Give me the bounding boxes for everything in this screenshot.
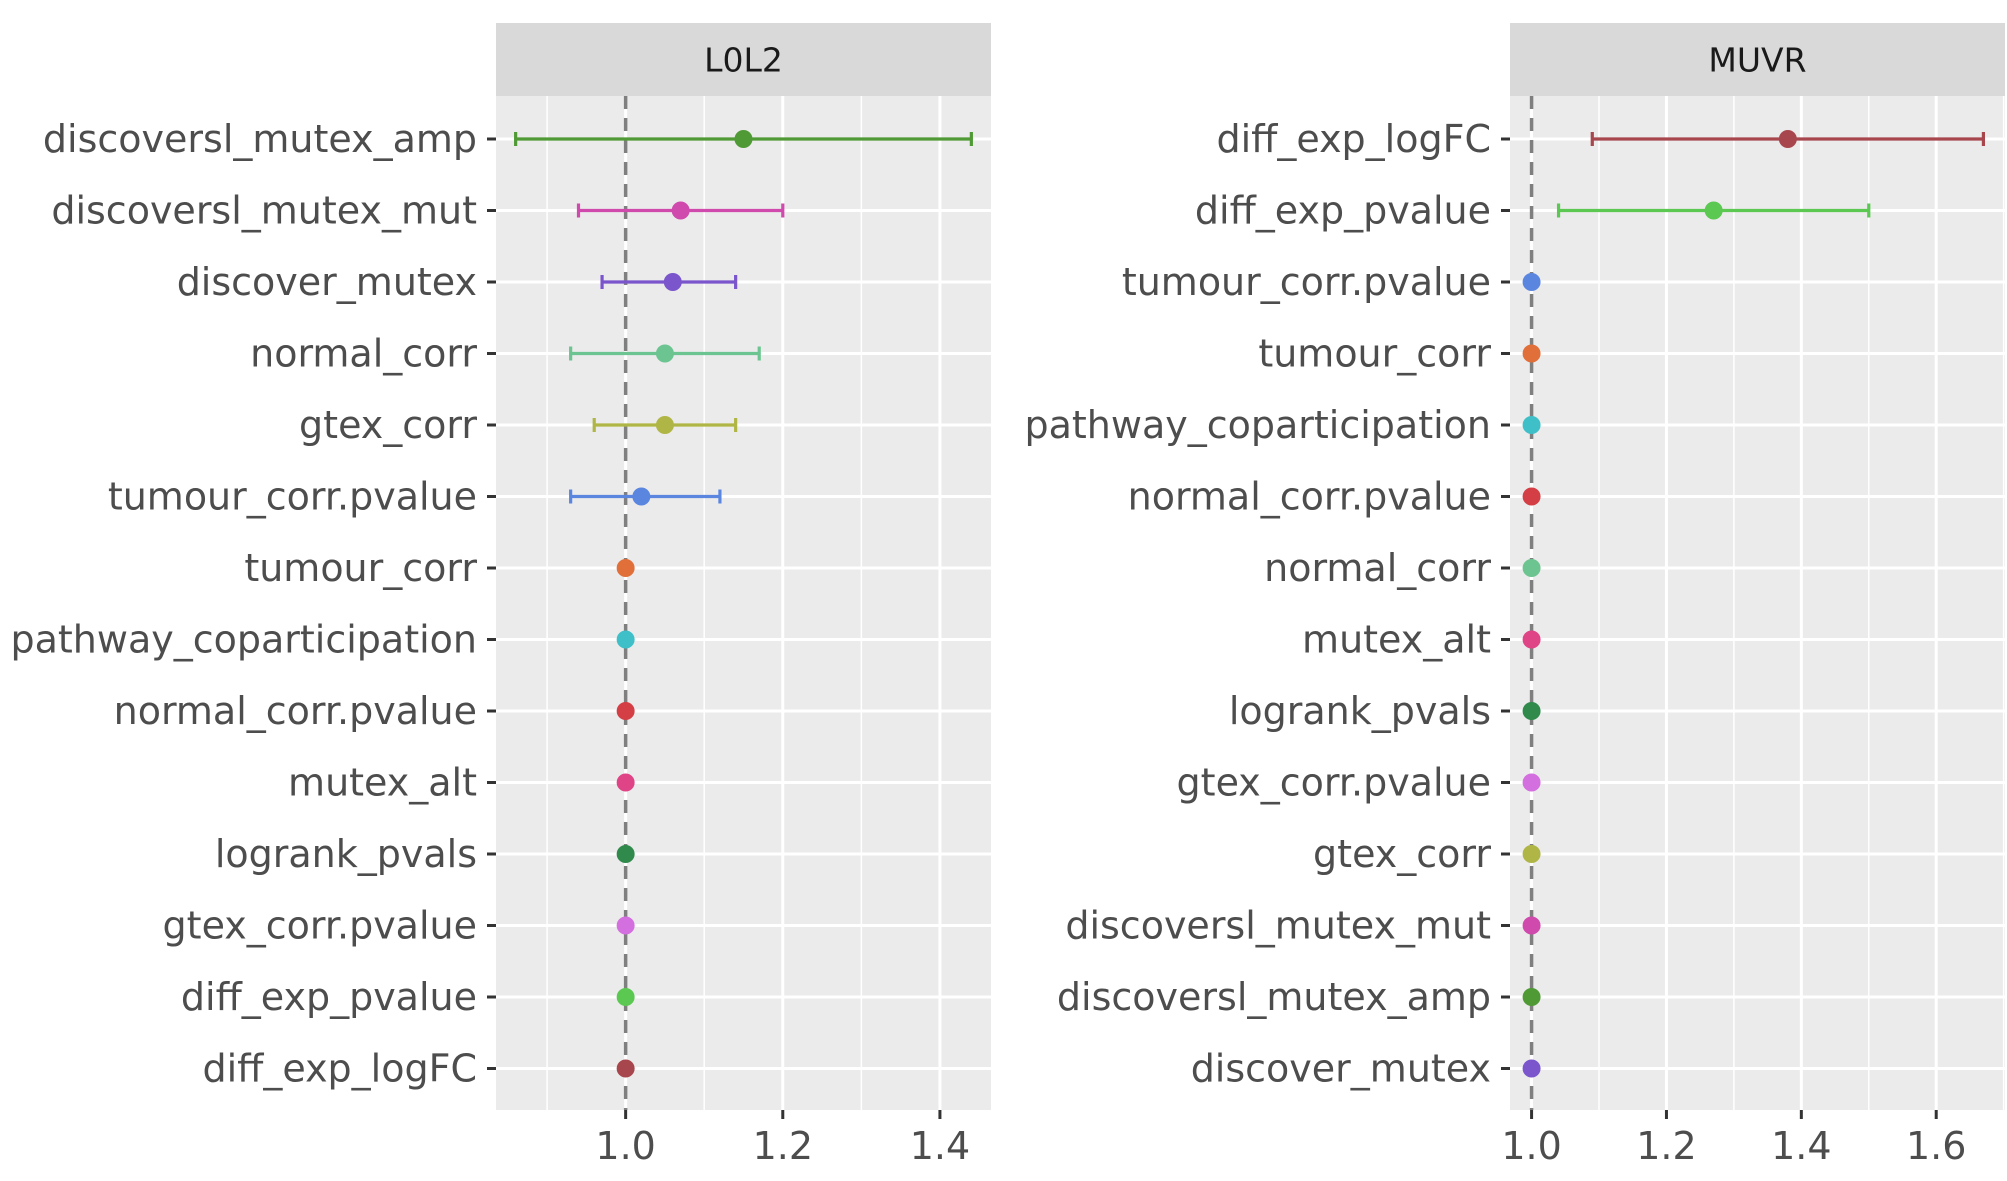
ytick-label: normal_corr.pvalue — [1128, 475, 1491, 519]
xtick-label: 1.0 — [595, 1124, 655, 1168]
data-point — [1522, 1059, 1541, 1078]
data-point — [1522, 630, 1541, 649]
data-point — [1704, 201, 1723, 220]
ytick-label: diff_exp_logFC — [1217, 117, 1492, 161]
data-point — [655, 416, 674, 434]
data-point — [663, 273, 682, 291]
data-point — [1522, 916, 1541, 935]
data-point — [616, 845, 635, 863]
xtick-label: 1.4 — [910, 1124, 970, 1168]
ytick-label: mutex_alt — [1302, 618, 1491, 662]
ytick-label: diff_exp_pvalue — [181, 975, 477, 1019]
ytick-label: discover_mutex — [177, 260, 477, 304]
ytick-label: discoversl_mutex_amp — [43, 117, 477, 161]
ytick-label: diff_exp_pvalue — [1195, 189, 1491, 233]
data-point — [1522, 559, 1541, 577]
data-point — [632, 487, 651, 506]
facet-title: L0L2 — [704, 41, 783, 80]
data-point — [671, 201, 690, 220]
ytick-label: discover_mutex — [1191, 1047, 1491, 1091]
xtick-label: 1.0 — [1501, 1124, 1561, 1168]
ytick-label: gtex_corr.pvalue — [1177, 761, 1491, 805]
data-point — [1522, 416, 1541, 434]
ytick-label: logrank_pvals — [1229, 689, 1491, 733]
panel-muvr: MUVR diff_exp_logFC diff_exp_pvalue tumour_… — [1024, 23, 2005, 1168]
ytick-label: mutex_alt — [288, 761, 477, 805]
facet-strip — [496, 23, 991, 96]
ytick-label: normal_corr — [250, 332, 477, 376]
xtick-label: 1.2 — [1636, 1124, 1696, 1168]
facet-strip — [1510, 23, 2005, 96]
xtick-label: 1.2 — [753, 1124, 813, 1168]
facet-title: MUVR — [1708, 41, 1806, 80]
data-point — [1522, 487, 1541, 506]
data-point — [1522, 702, 1541, 720]
ytick-label: logrank_pvals — [215, 832, 477, 876]
data-point — [616, 702, 635, 720]
ytick-label: pathway_coparticipation — [10, 618, 477, 662]
ytick-label: gtex_corr — [299, 403, 477, 447]
ytick-label: tumour_corr — [1258, 332, 1491, 376]
data-point — [1778, 130, 1797, 148]
ytick-label: gtex_corr — [1313, 832, 1491, 876]
data-point — [655, 344, 674, 363]
data-point — [616, 773, 635, 792]
xtick-label: 1.4 — [1771, 1124, 1831, 1168]
ytick-label: discoversl_mutex_mut — [51, 189, 477, 233]
data-point — [616, 1059, 635, 1078]
data-point — [734, 130, 753, 148]
data-point — [1522, 344, 1541, 363]
data-point — [616, 988, 635, 1006]
ytick-label: tumour_corr.pvalue — [108, 475, 477, 519]
data-point — [1522, 773, 1541, 792]
panel-background — [496, 96, 991, 1110]
data-point — [616, 559, 635, 577]
ytick-label: diff_exp_logFC — [203, 1047, 478, 1091]
data-point — [616, 630, 635, 649]
data-point — [1522, 988, 1541, 1006]
ytick-label: tumour_corr.pvalue — [1122, 260, 1491, 304]
xtick-label: 1.6 — [1906, 1124, 1966, 1168]
data-point — [1522, 845, 1541, 863]
ytick-label: normal_corr.pvalue — [114, 689, 477, 733]
ytick-label: pathway_coparticipation — [1024, 403, 1491, 447]
ytick-label: tumour_corr — [244, 546, 477, 590]
ytick-label: gtex_corr.pvalue — [163, 904, 477, 948]
data-point — [616, 916, 635, 935]
data-point — [1522, 273, 1541, 291]
ytick-label: discoversl_mutex_mut — [1065, 904, 1491, 948]
ytick-label: discoversl_mutex_amp — [1057, 975, 1491, 1019]
panel-background — [1510, 96, 2005, 1110]
ytick-label: normal_corr — [1264, 546, 1491, 590]
panel-l0l2: L0L2 discoversl_mutex_amp discoversl_mutex… — [10, 23, 991, 1168]
